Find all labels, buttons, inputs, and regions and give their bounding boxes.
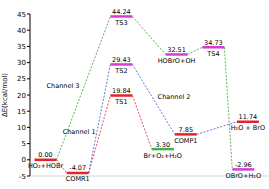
- value-label: 34.73: [204, 39, 223, 47]
- level-name: TS2: [114, 67, 127, 75]
- y-tick: [27, 78, 30, 79]
- y-tick-label: 25: [17, 75, 26, 83]
- y-tick-label: 30: [17, 59, 26, 67]
- y-tick-label: -5: [19, 173, 26, 181]
- value-label: 3.30: [156, 141, 170, 149]
- y-tick-label: 45: [17, 11, 26, 19]
- y-tick-label: 0: [22, 156, 26, 164]
- value-label: 44.24: [112, 8, 131, 16]
- y-tick: [27, 159, 30, 160]
- y-tick: [27, 30, 30, 31]
- y-tick: [27, 127, 30, 128]
- y-tick-label: 5: [22, 140, 26, 148]
- marks: [23, 12, 259, 173]
- value-label: -4.07: [69, 164, 86, 172]
- value-label: 11.74: [239, 113, 258, 121]
- value-label: 0.00: [38, 151, 52, 159]
- level-name: TS4: [206, 50, 219, 58]
- level-name: TS3: [114, 19, 127, 27]
- value-label: 32.51: [167, 46, 186, 54]
- connector: [132, 16, 165, 54]
- level-name: COMP1: [174, 137, 197, 145]
- connector: [132, 96, 151, 150]
- level-name: HOBrO+OH: [158, 57, 196, 65]
- channel-label: Channel 2: [158, 93, 191, 101]
- level-name: TS1: [114, 98, 127, 106]
- y-tick: [27, 62, 30, 63]
- y-tick-label: 10: [17, 124, 26, 132]
- y-tick-label: 35: [17, 43, 26, 51]
- y-tick-label: 15: [17, 108, 26, 116]
- value-label: 29.43: [112, 56, 131, 64]
- level-name: OBrO+H₂O: [226, 172, 261, 180]
- y-tick: [27, 143, 30, 144]
- y-tick: [27, 111, 30, 112]
- level-name: Br+O₂+H₂O: [144, 152, 182, 160]
- y-tick: [27, 14, 30, 15]
- level-name: HO₂+HOBr: [28, 162, 64, 170]
- connector: [188, 47, 203, 54]
- y-tick: [27, 176, 30, 177]
- connector: [224, 47, 232, 169]
- chart: -5 0 5 10 15 20 25 30 35 40 45 ΔE(kcal/mol) 0.00 HO₂+…: [0, 0, 269, 189]
- value-label: -2.96: [235, 161, 252, 169]
- y-tick: [27, 95, 30, 96]
- connector: [89, 64, 111, 173]
- y-axis-label: ΔE(kcal/mol): [1, 73, 9, 117]
- value-label: 7.85: [179, 126, 193, 134]
- y-tick: [27, 46, 30, 47]
- channel-label: Channel 1: [63, 128, 96, 136]
- y-tick-label: 20: [17, 92, 26, 100]
- level-name: COMR1: [66, 175, 90, 183]
- level-name: H₂O + BrO: [231, 124, 265, 132]
- value-label: 19.84: [112, 87, 131, 95]
- y-tick-label: 40: [17, 27, 26, 35]
- channel-label: Channel 3: [47, 82, 80, 90]
